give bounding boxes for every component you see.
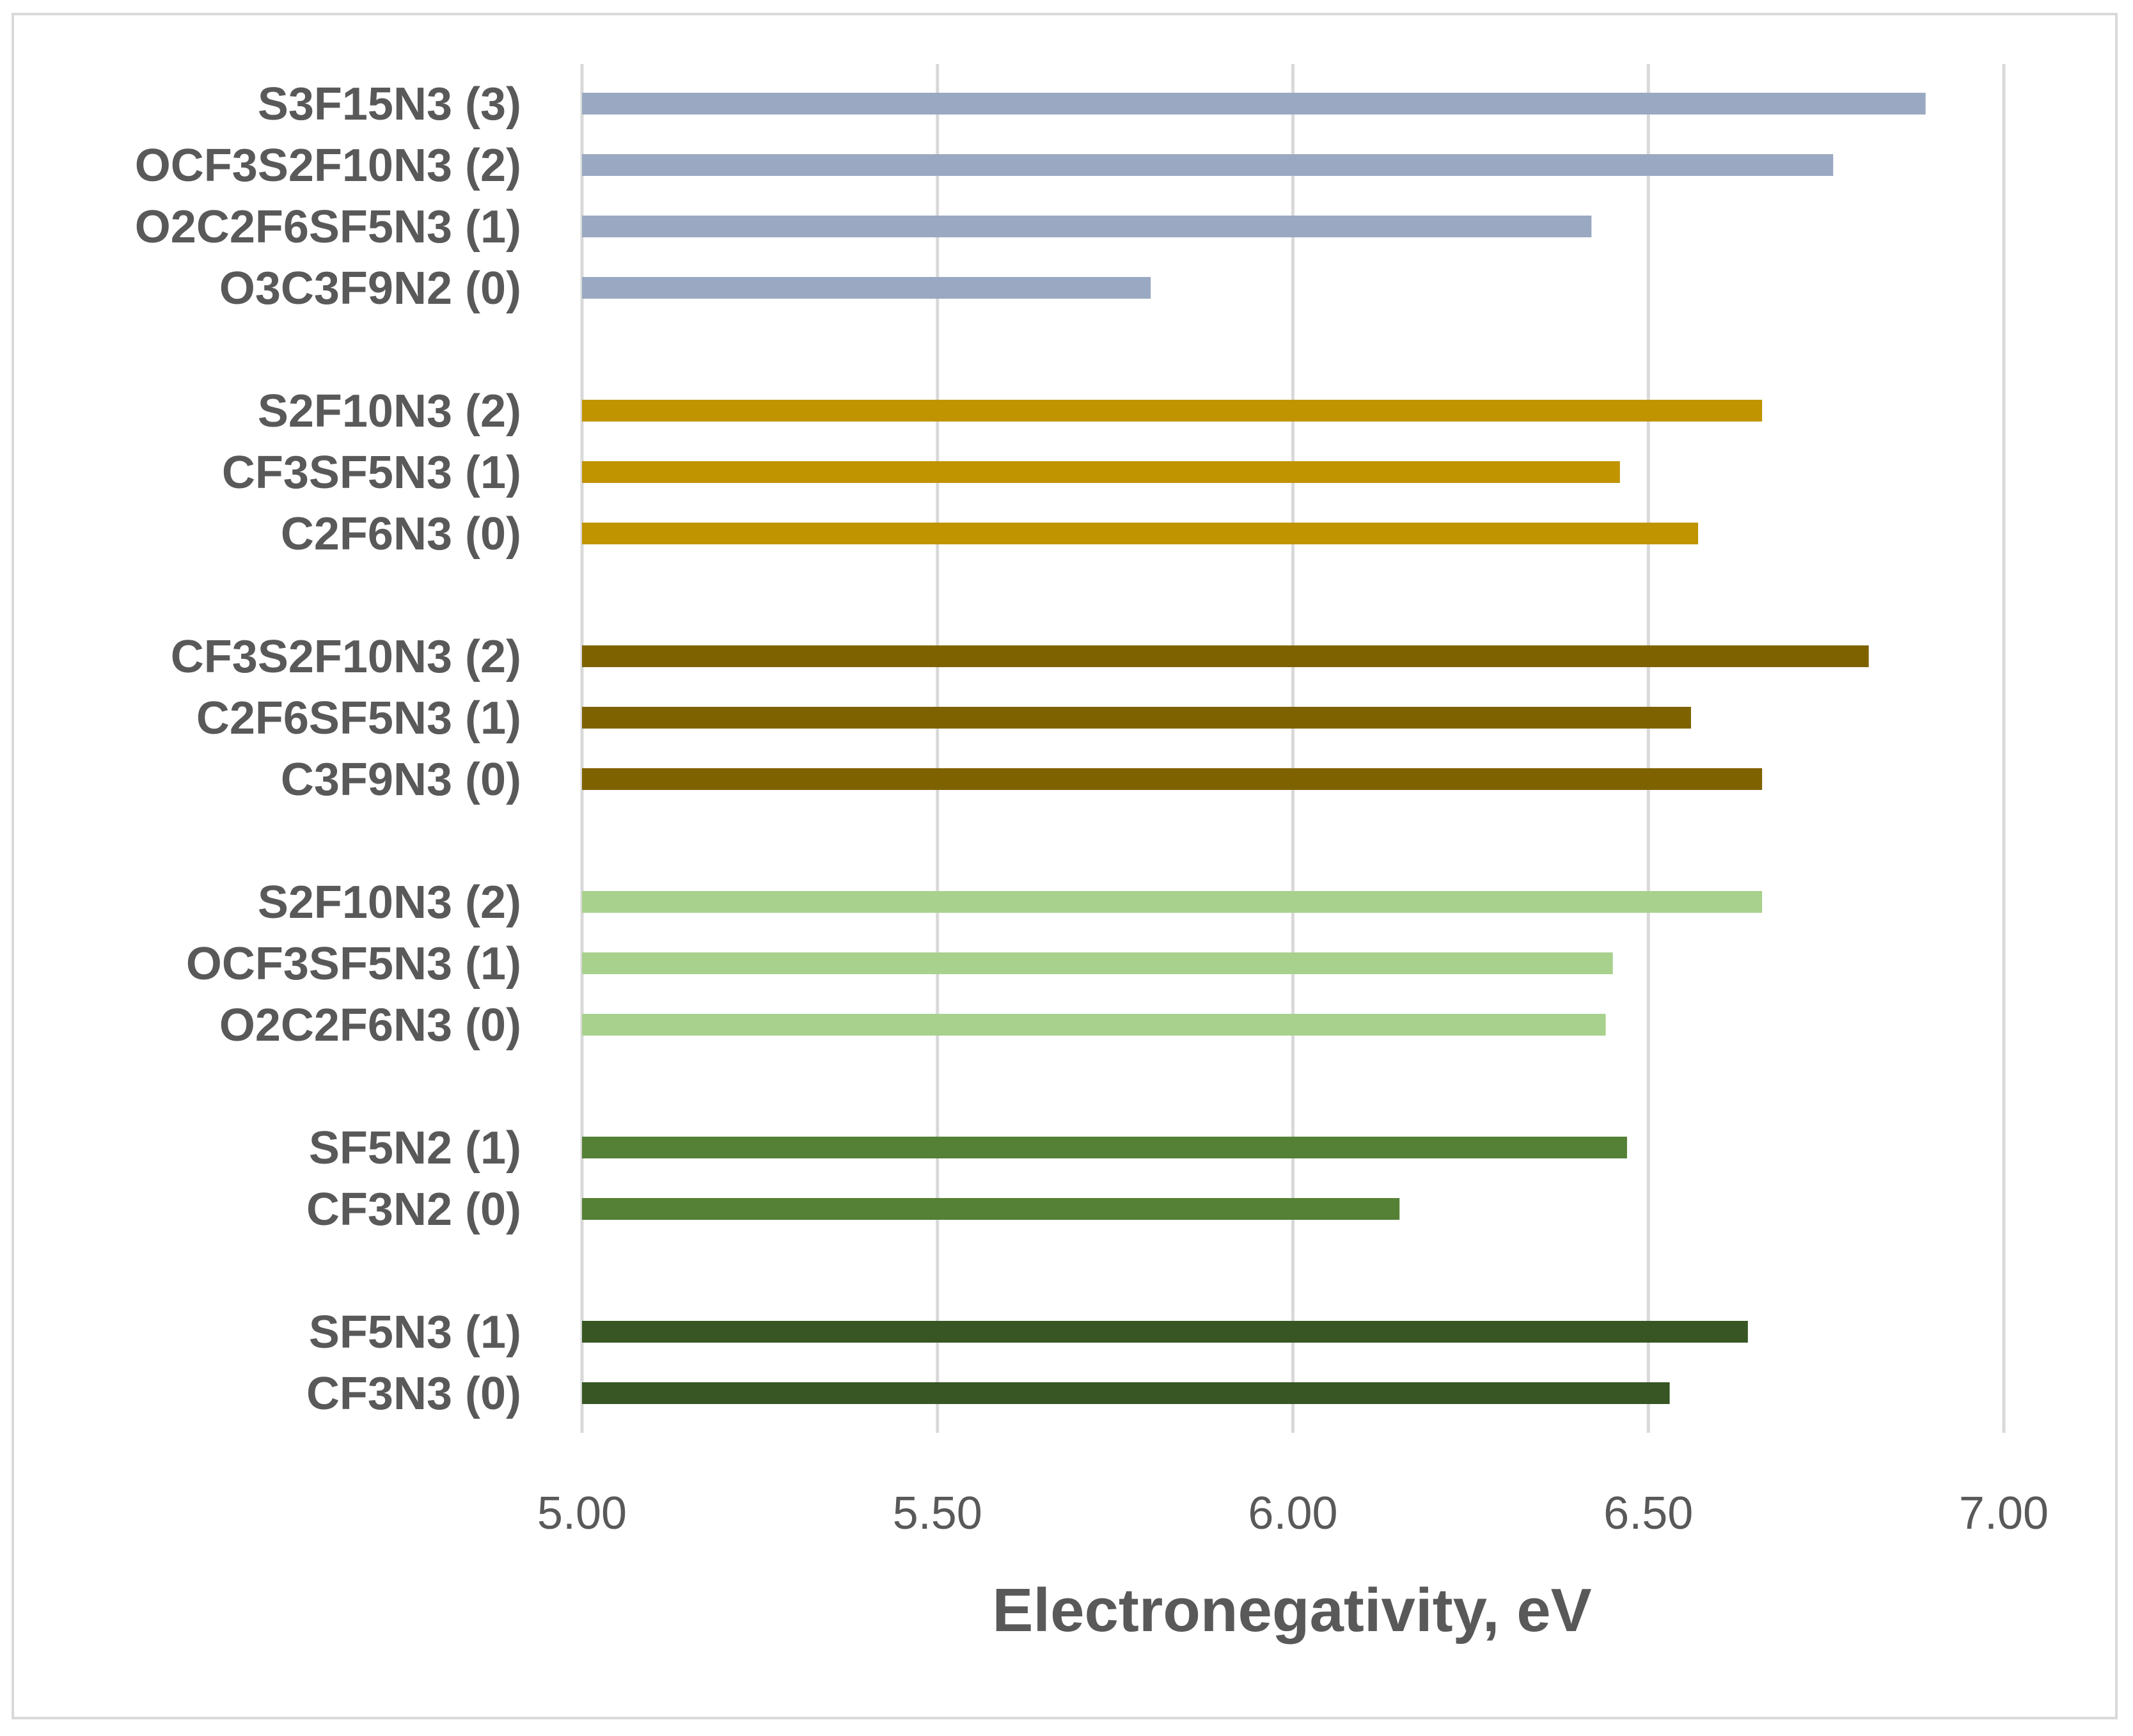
- category-label: CF3S2F10N3 (2): [171, 631, 521, 683]
- bar: [582, 1014, 1606, 1036]
- bar: [582, 523, 1699, 544]
- bar: [582, 1321, 1748, 1343]
- category-label: C2F6SF5N3 (1): [196, 693, 521, 744]
- bar: [582, 277, 1151, 299]
- category-label: OCF3S2F10N3 (2): [135, 140, 521, 191]
- x-tick-label: 6.00: [1248, 1488, 1337, 1539]
- x-tick-label: 7.00: [1959, 1488, 2049, 1539]
- category-label: CF3N2 (0): [306, 1184, 521, 1235]
- bar: [582, 952, 1613, 974]
- bar: [582, 461, 1620, 483]
- bar: [582, 1198, 1400, 1220]
- x-tick-label: 5.00: [537, 1488, 627, 1539]
- bar: [582, 707, 1691, 729]
- bar: [582, 154, 1834, 176]
- category-label: S2F10N3 (2): [258, 386, 521, 437]
- category-label: S3F15N3 (3): [258, 79, 521, 130]
- x-tick-label: 6.50: [1603, 1488, 1693, 1539]
- category-label: CF3N3 (0): [306, 1368, 521, 1419]
- category-label: SF5N3 (1): [309, 1307, 521, 1358]
- category-label: S2F10N3 (2): [258, 877, 521, 928]
- category-label: SF5N2 (1): [309, 1123, 521, 1174]
- bar: [582, 645, 1869, 667]
- x-axis-title: Electronegativity, eV: [992, 1576, 1591, 1645]
- category-label: C2F6N3 (0): [281, 509, 521, 560]
- bars: [582, 93, 1926, 1404]
- category-label: O3C3F9N2 (0): [219, 263, 521, 314]
- category-label: O2C2F6N3 (0): [219, 1000, 521, 1051]
- category-label: OCF3SF5N3 (1): [186, 938, 521, 990]
- bar: [582, 93, 1926, 114]
- bar: [582, 1382, 1670, 1404]
- x-tick-label: 5.50: [893, 1488, 982, 1539]
- bar: [582, 768, 1763, 790]
- bar: [582, 216, 1592, 237]
- x-tick-labels: 5.00 5.50 6.00 6.50 7.00: [537, 1488, 2049, 1539]
- category-label: C3F9N3 (0): [281, 754, 521, 805]
- bar: [582, 400, 1763, 422]
- bar: [582, 1137, 1627, 1158]
- category-label: CF3SF5N3 (1): [222, 447, 521, 498]
- bar: [582, 891, 1763, 913]
- gridlines: [580, 64, 2006, 1433]
- category-labels: S3F15N3 (3) OCF3S2F10N3 (2) O2C2F6SF5N3 (1…: [135, 79, 521, 1419]
- category-label: O2C2F6SF5N3 (1): [135, 201, 521, 253]
